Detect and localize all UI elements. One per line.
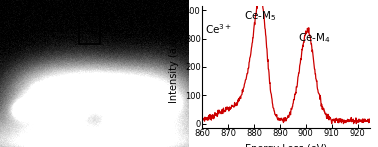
Y-axis label: Intensity (a.u.): Intensity (a.u.) <box>169 31 180 103</box>
Text: Ce$^{3+}$: Ce$^{3+}$ <box>205 22 232 36</box>
Bar <box>79 15 100 44</box>
Text: Ce-M$_5$: Ce-M$_5$ <box>244 9 276 23</box>
X-axis label: Energy Loss (eV): Energy Loss (eV) <box>245 144 327 147</box>
Text: 20 nm: 20 nm <box>117 119 154 129</box>
Text: Ce-M$_4$: Ce-M$_4$ <box>298 31 331 45</box>
